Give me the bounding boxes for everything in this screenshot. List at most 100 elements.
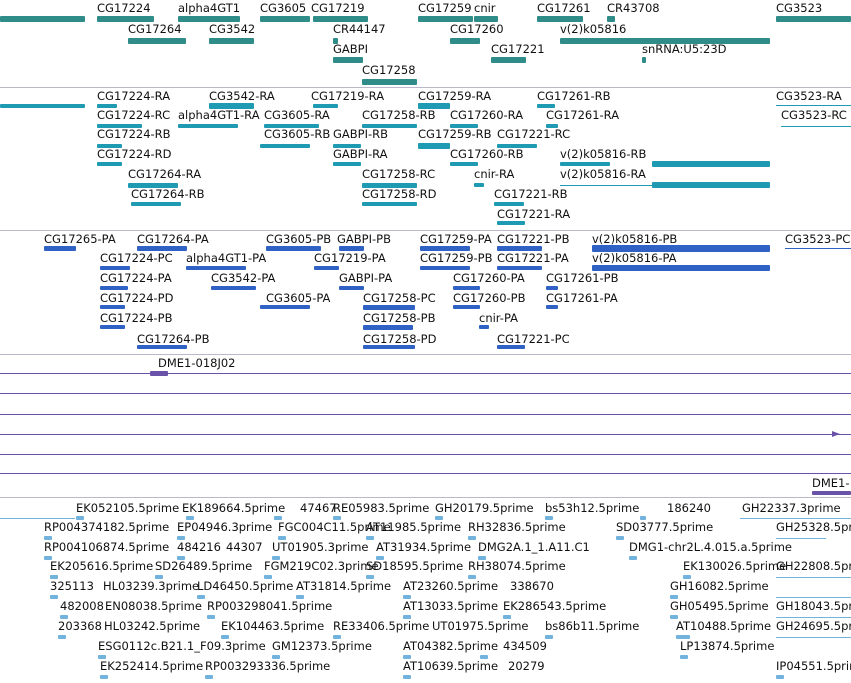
- transcript-label[interactable]: CG17261-RA: [546, 108, 620, 122]
- gene-bar[interactable]: [418, 16, 473, 22]
- transcript-bar[interactable]: [260, 144, 310, 148]
- gene-bar[interactable]: [362, 79, 417, 85]
- transcript-bar[interactable]: [0, 104, 85, 108]
- est-label[interactable]: 484216: [177, 540, 221, 554]
- est-bar[interactable]: [44, 556, 52, 560]
- protein-label[interactable]: CG17259-PB: [420, 251, 493, 265]
- transcript-bar[interactable]: [546, 124, 558, 128]
- transcript-bar[interactable]: [652, 161, 770, 167]
- transcript-bar[interactable]: [333, 144, 361, 148]
- protein-bar[interactable]: [44, 246, 76, 251]
- est-bar[interactable]: [403, 595, 411, 599]
- transcript-bar[interactable]: [362, 202, 417, 206]
- est-label[interactable]: GH16082.5prime: [670, 579, 769, 593]
- protein-bar[interactable]: [453, 286, 480, 290]
- est-label[interactable]: 203368: [58, 619, 102, 633]
- est-label[interactable]: FGM219C02.3prime: [264, 559, 379, 573]
- protein-bar[interactable]: [546, 305, 558, 309]
- est-label[interactable]: 47467: [300, 501, 337, 515]
- transcript-label[interactable]: GABPI-RB: [333, 127, 389, 141]
- transcript-label[interactable]: CG17221-RA: [497, 207, 571, 221]
- est-bar[interactable]: [640, 516, 646, 520]
- est-bar[interactable]: [177, 536, 185, 540]
- est-label[interactable]: 338670: [510, 579, 554, 593]
- est-label[interactable]: UT01975.5prime: [432, 619, 529, 633]
- est-label[interactable]: EK104463.5prime: [221, 619, 325, 633]
- protein-label[interactable]: CG17258-PC: [363, 291, 436, 305]
- protein-bar[interactable]: [363, 345, 415, 349]
- gene-label[interactable]: CG17219: [311, 1, 365, 15]
- transcript-bar[interactable]: [494, 202, 524, 206]
- est-bar[interactable]: [100, 675, 108, 679]
- gene-label[interactable]: CG17259: [418, 1, 472, 15]
- gene-label[interactable]: CG17260: [450, 22, 504, 36]
- est-bar[interactable]: [274, 516, 282, 520]
- protein-label[interactable]: cnir-PA: [479, 311, 519, 325]
- transcript-bar[interactable]: [497, 221, 525, 225]
- protein-label[interactable]: GABPI-PB: [337, 232, 391, 246]
- protein-bar[interactable]: [137, 246, 187, 251]
- protein-label[interactable]: CG17224-PC: [100, 251, 173, 265]
- protein-bar[interactable]: [260, 305, 310, 309]
- protein-bar[interactable]: [363, 305, 415, 310]
- est-bar[interactable]: [177, 556, 185, 560]
- protein-bar[interactable]: [497, 246, 542, 251]
- protein-bar[interactable]: [266, 246, 321, 251]
- protein-label[interactable]: CG17260-PA: [453, 271, 525, 285]
- gene-bar[interactable]: [776, 16, 851, 22]
- est-label[interactable]: GH22337.3prime: [742, 501, 841, 515]
- transcript-label[interactable]: CG3542-RA: [209, 89, 275, 103]
- est-bar[interactable]: [503, 615, 511, 619]
- est-label[interactable]: RE33406.5prime: [333, 619, 430, 633]
- transcript-label[interactable]: CG3523-RC: [781, 108, 847, 122]
- protein-bar[interactable]: [479, 325, 489, 329]
- est-bar[interactable]: [58, 635, 66, 639]
- est-label[interactable]: DMG1-chr2L.4.015.a.5prime: [629, 540, 792, 554]
- transcript-bar[interactable]: [474, 183, 484, 187]
- est-label[interactable]: HL03239.3prime: [103, 579, 200, 593]
- protein-label[interactable]: CG3605-PB: [266, 232, 332, 246]
- gene-bar[interactable]: [491, 57, 526, 63]
- est-label[interactable]: 325113: [50, 579, 94, 593]
- gene-label[interactable]: CG17261: [537, 1, 591, 15]
- clone-label[interactable]: DME1-018J02: [158, 356, 236, 370]
- protein-bar[interactable]: [497, 345, 525, 349]
- gene-bar[interactable]: [97, 16, 154, 22]
- transcript-label[interactable]: GABPI-RA: [333, 147, 388, 161]
- gene-label[interactable]: CG3542: [209, 22, 256, 36]
- est-label[interactable]: ESG0112c.B21.1_F09.3prime: [98, 639, 266, 653]
- est-label[interactable]: AT13033.5prime: [403, 599, 499, 613]
- transcript-label[interactable]: CG17260-RB: [450, 147, 524, 161]
- est-label[interactable]: GH25328.5prime: [776, 520, 851, 534]
- gene-label[interactable]: snRNA:U5:23D: [642, 42, 727, 56]
- est-label[interactable]: EK052105.5prime: [76, 501, 180, 515]
- protein-bar[interactable]: [100, 266, 130, 270]
- transcript-bar[interactable]: [362, 124, 417, 128]
- gene-bar[interactable]: [128, 38, 186, 44]
- est-bar[interactable]: [676, 635, 690, 639]
- protein-label[interactable]: CG17260-PB: [453, 291, 526, 305]
- transcript-bar[interactable]: [97, 104, 117, 108]
- est-label[interactable]: GH18043.5prime: [776, 599, 851, 613]
- est-bar[interactable]: [197, 595, 205, 599]
- protein-label[interactable]: CG3523-PC: [785, 232, 851, 246]
- transcript-bar[interactable]: [450, 162, 478, 166]
- est-bar[interactable]: [545, 635, 553, 639]
- est-bar[interactable]: [616, 536, 624, 540]
- transcript-bar[interactable]: [178, 124, 238, 128]
- transcript-label[interactable]: CG17224-RC: [97, 108, 171, 122]
- gene-bar[interactable]: [0, 16, 85, 22]
- est-bar[interactable]: [50, 595, 58, 599]
- transcript-bar[interactable]: [652, 182, 770, 188]
- gene-bar[interactable]: [607, 16, 615, 22]
- protein-label[interactable]: CG17258-PD: [363, 332, 437, 346]
- est-label[interactable]: SD26489.5prime: [155, 559, 253, 573]
- est-bar[interactable]: [186, 516, 194, 520]
- protein-bar[interactable]: [420, 246, 470, 251]
- transcript-bar[interactable]: [97, 144, 122, 148]
- est-label[interactable]: AT23260.5prime: [403, 579, 499, 593]
- transcript-bar[interactable]: [537, 104, 555, 108]
- protein-label[interactable]: CG17261-PA: [546, 291, 618, 305]
- protein-bar[interactable]: [339, 246, 364, 251]
- transcript-bar[interactable]: [418, 103, 450, 109]
